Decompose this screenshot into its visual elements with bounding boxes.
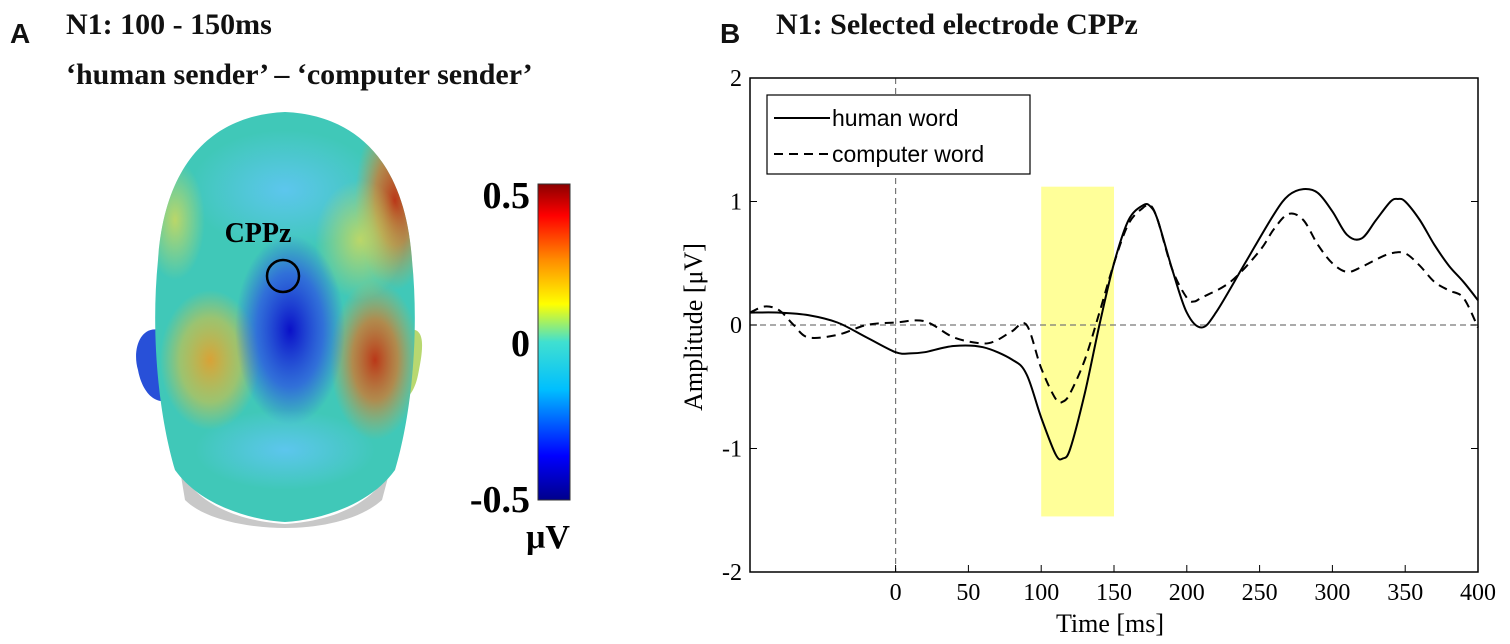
panel-b-erp-chart: B N1: Selected electrode CPPz 0 50 100 150 2…: [680, 0, 1510, 644]
y-tick-label: 1: [730, 190, 742, 216]
n1-window-highlight: [1041, 186, 1114, 517]
x-tick-label: 150: [1096, 580, 1132, 606]
y-tick-label: 0: [730, 313, 742, 339]
colorbar-mid-label: 0: [511, 323, 530, 365]
x-tick-label: 350: [1387, 580, 1423, 606]
legend-label-human-word: human word: [832, 105, 959, 131]
legend-label-computer-word: computer word: [832, 141, 984, 167]
x-tick-label: 0: [890, 580, 902, 606]
legend: human word computer word: [766, 94, 1031, 175]
x-tick-label: 400: [1460, 580, 1496, 606]
y-tick-label: 2: [730, 66, 742, 92]
x-tick-label: 100: [1023, 580, 1059, 606]
colorbar-max-label: 0.5: [483, 175, 531, 217]
x-tick-label: 250: [1242, 580, 1278, 606]
erp-line-chart: 0 50 100 150 200 250 300 350 400 -2 -1 0 1 2 human wo…: [680, 66, 1496, 638]
x-tick-label: 200: [1169, 580, 1205, 606]
x-axis-label: Time [ms]: [1056, 609, 1164, 638]
panel-a-topography: A N1: 100 - 150ms ‘human sender’ – ‘comp…: [0, 0, 700, 644]
colorbar: [537, 183, 571, 501]
legend-box: [766, 94, 1031, 175]
electrode-label: CPPz: [225, 218, 292, 249]
neck-shadow: [180, 470, 390, 528]
colorbar-min-label: -0.5: [470, 479, 530, 521]
panel-a-letter: A: [10, 18, 31, 49]
y-tick-label: -2: [722, 560, 742, 586]
electrode-cppz-marker: [265, 258, 301, 294]
panel-a-title-line2: ‘human sender’ – ‘computer sender’: [66, 58, 533, 91]
x-tick-label: 50: [956, 580, 980, 606]
series-line-computer-word: [749, 203, 1479, 404]
panel-a-title-line1: N1: 100 - 150ms: [66, 8, 272, 41]
x-tick-label: 300: [1314, 580, 1350, 606]
panel-b-letter: B: [720, 18, 741, 49]
y-tick-label: -1: [722, 437, 742, 463]
y-axis-label: Amplitude [μV]: [680, 243, 708, 411]
scalp-map-figure: CPPz 0.5 0 -0.5 μV: [136, 112, 571, 556]
panel-b-title: N1: Selected electrode CPPz: [776, 8, 1138, 41]
scalp-head: [155, 112, 415, 522]
colorbar-unit: μV: [526, 519, 570, 556]
